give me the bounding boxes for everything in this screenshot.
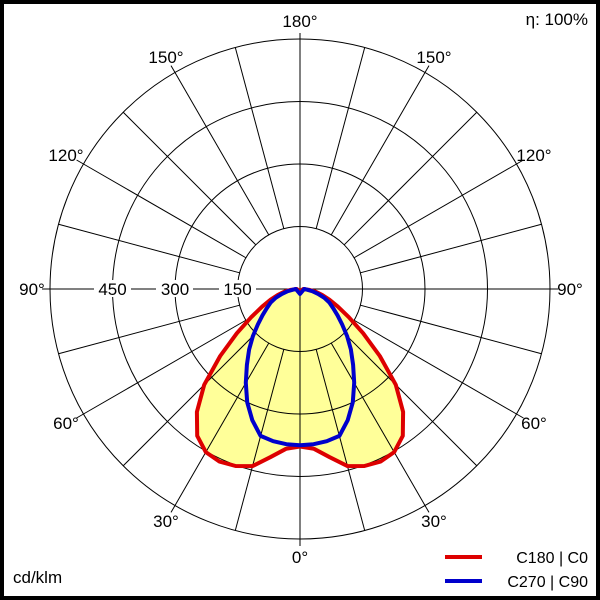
grid-spoke	[58, 223, 240, 274]
angle-label-180: 180°	[282, 12, 317, 31]
angle-label-30-left: 30°	[153, 512, 179, 531]
grid-spoke	[353, 319, 517, 415]
angle-tick	[76, 413, 84, 419]
angle-label-120-right: 120°	[516, 146, 551, 165]
grid-spoke	[122, 332, 257, 467]
radial-label-bg	[94, 280, 131, 297]
grid-spoke	[360, 304, 542, 355]
angle-tick	[424, 65, 430, 73]
grid-spoke	[330, 342, 426, 506]
grid-spoke	[83, 319, 247, 415]
angle-label-30-right: 30°	[421, 512, 447, 531]
grid-spoke	[234, 47, 285, 229]
efficiency-label: η: 100%	[526, 10, 588, 29]
radial-tick-label-300: 300	[161, 280, 189, 299]
angle-tick	[76, 159, 84, 165]
angle-label-60-right: 60°	[521, 414, 547, 433]
grid-spoke	[353, 163, 517, 259]
radial-tick-label-450: 450	[98, 280, 126, 299]
angle-label-90-left: 90°	[19, 280, 45, 299]
grid-spoke	[234, 349, 285, 531]
angle-label-90-right: 90°	[557, 280, 583, 299]
angle-label-60-left: 60°	[53, 414, 79, 433]
curve-c270-c90	[243, 287, 357, 448]
radial-tick-label-150: 150	[223, 280, 251, 299]
angle-tick	[516, 159, 524, 165]
grid-spoke	[315, 47, 366, 229]
polar-grid-layer	[42, 33, 558, 546]
grid-spoke	[315, 349, 366, 531]
grid-spoke	[343, 111, 478, 246]
angle-tick	[170, 65, 176, 73]
legend: C180 | C0 C270 | C90	[445, 550, 588, 591]
angle-tick	[170, 505, 176, 513]
grid-spoke	[330, 72, 426, 236]
radial-label-bg	[219, 280, 256, 297]
angle-tick	[424, 505, 430, 513]
legend-label-c270-c90: C270 | C90	[507, 574, 588, 591]
grid-spoke	[360, 223, 542, 274]
radial-label-bg	[156, 280, 193, 297]
grid-spoke	[58, 304, 240, 355]
grid-spoke	[174, 342, 270, 506]
angle-label-150-left: 150°	[148, 48, 183, 67]
curve-layer	[194, 287, 406, 469]
angle-tick	[516, 413, 524, 419]
angle-label-120-left: 120°	[48, 146, 83, 165]
angle-label-150-right: 150°	[416, 48, 451, 67]
legend-label-c180-c0: C180 | C0	[516, 550, 588, 567]
units-label: cd/klm	[13, 568, 62, 587]
angle-label-0: 0°	[292, 548, 308, 567]
grid-spoke	[174, 72, 270, 236]
grid-spoke	[343, 332, 478, 467]
grid-spoke	[83, 163, 247, 259]
grid-spoke	[122, 111, 257, 246]
